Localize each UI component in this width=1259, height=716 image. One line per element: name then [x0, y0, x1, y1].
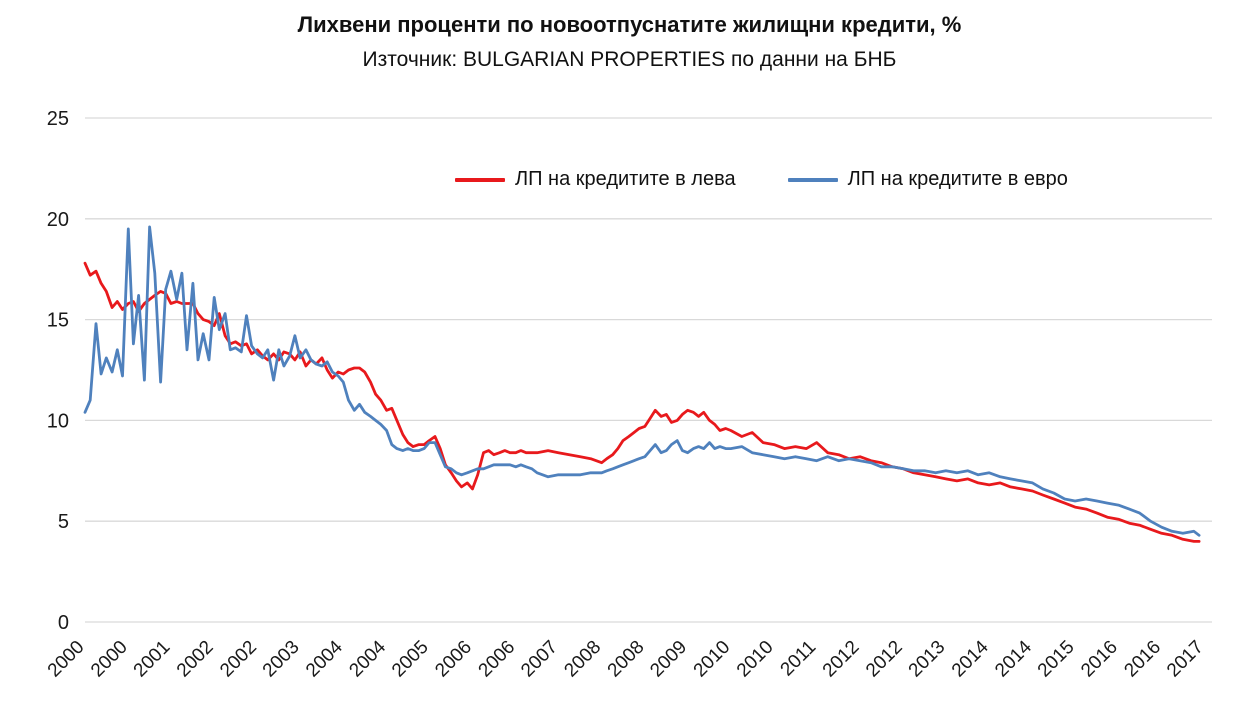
x-tick-label: 2010: [690, 637, 735, 682]
x-tick-label: 2008: [604, 637, 649, 682]
y-tick-label-25: 25: [47, 108, 69, 130]
x-tick-label: 2000: [44, 637, 89, 682]
chart-subtitle: Източник: BULGARIAN PROPERTIES по данни …: [362, 48, 897, 71]
x-tick-label: 2014: [948, 636, 993, 681]
series-line-1: [83, 225, 1201, 537]
y-tick-label-15: 15: [47, 310, 69, 332]
legend: ЛП на кредитите в лева ЛП на кредитите в…: [455, 168, 1068, 191]
legend-item-euro: ЛП на кредитите в евро: [787, 168, 1068, 191]
x-tick-label: 2013: [905, 637, 950, 682]
x-tick-label: 2006: [431, 637, 476, 682]
x-tick-label: 2004: [345, 636, 390, 681]
legend-item-leva: ЛП на кредитите в лева: [455, 168, 736, 191]
chart-title: Лихвени проценти по новоотпуснатите жили…: [297, 12, 962, 37]
x-tick-label: 2015: [1034, 637, 1079, 682]
x-tick-label: 2011: [777, 637, 821, 681]
x-tick-label: 2003: [259, 637, 304, 682]
legend-label-euro: ЛП на кредитите в евро: [847, 168, 1068, 190]
x-tick-label: 2012: [862, 637, 907, 682]
x-tick-label: 2001: [130, 637, 175, 682]
y-tick-label-5: 5: [58, 511, 69, 533]
x-tick-label: 2009: [646, 637, 691, 682]
y-tick-label-10: 10: [47, 410, 69, 432]
x-tick-label: 2016: [1077, 637, 1122, 682]
x-tick-label: 2004: [302, 636, 347, 681]
x-tick-label: 2005: [388, 637, 433, 682]
x-tick-label: 2007: [517, 637, 562, 682]
x-tick-label: 2008: [560, 637, 605, 682]
x-tick-label: 2014: [991, 636, 1036, 681]
series-line-0: [83, 261, 1201, 543]
legend-line-red-icon: [455, 177, 505, 182]
x-tick-label: 2006: [475, 637, 520, 682]
x-tick-label: 2002: [216, 637, 261, 682]
x-tick-label: 2002: [173, 637, 218, 682]
y-tick-label-20: 20: [47, 209, 69, 231]
x-tick-label: 2010: [733, 637, 778, 682]
legend-label-leva: ЛП на кредитите в лева: [515, 168, 736, 190]
y-tick-label-0: 0: [58, 612, 69, 634]
x-tick-label: 2012: [819, 637, 864, 682]
legend-line-blue-icon: [787, 177, 838, 182]
x-tick-label: 2000: [87, 637, 132, 682]
x-tick-label: 2017: [1163, 637, 1208, 682]
x-tick-label: 2016: [1120, 637, 1165, 682]
